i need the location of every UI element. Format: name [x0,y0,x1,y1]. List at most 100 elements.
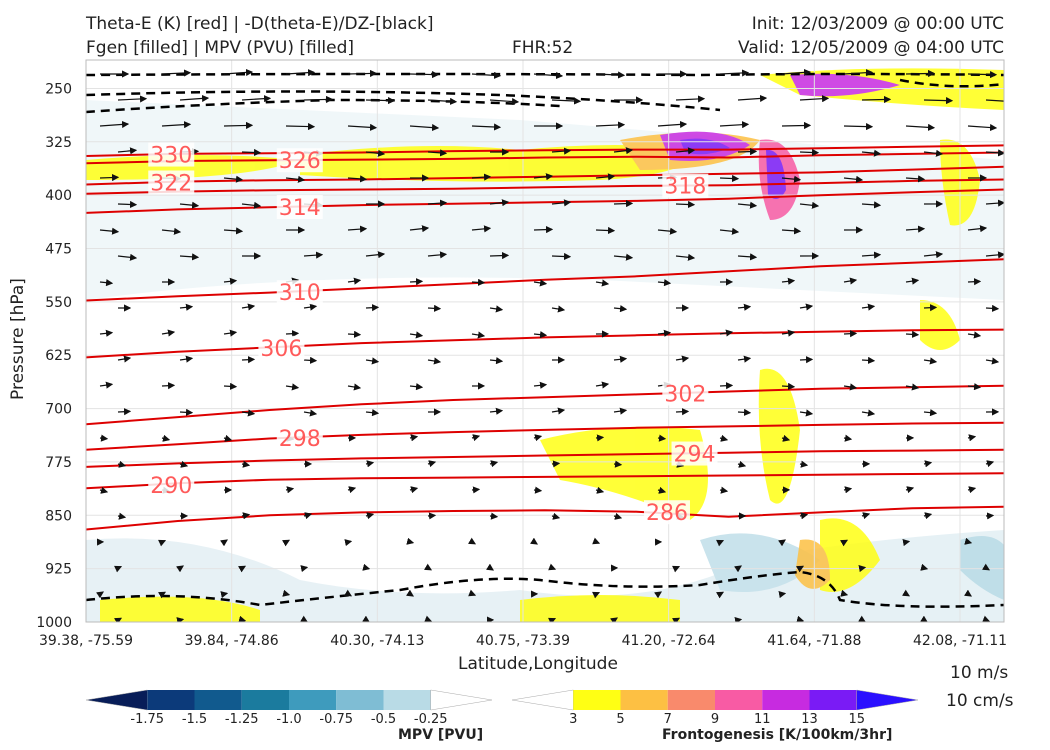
wind-arrow [179,201,200,209]
wind-arrow [799,409,814,417]
fgen-colorbar-color-swatch [856,689,919,711]
theta-e-contour-298 [86,421,1004,451]
wind-arrow [737,147,758,156]
wind-arrow [424,563,433,571]
wind-arrow [551,199,572,207]
wind-arrow [675,408,690,416]
forecast-hour: FHR:52 [512,38,574,58]
wind-arrow [114,565,123,573]
wind-arrow [223,382,238,390]
wind-arrow [99,486,109,494]
wind-arrow [117,512,127,520]
wind-arrow [781,329,796,337]
wind-arrow [533,434,543,442]
wind-arrow [967,486,977,494]
wind-arrow [737,355,752,363]
wind-arrow [675,95,706,103]
mpv-colorbar-color-swatch [85,689,148,711]
wind-arrow [471,278,486,286]
wind-arrow [117,460,127,468]
wind-arrow [613,512,623,520]
wind-arrow [220,539,229,547]
wind-arrow [592,537,601,545]
wind-arrow [985,199,1004,207]
wind-arrow [657,227,678,235]
fgen-colorbar-tick-label: 15 [848,712,865,727]
wind-arrow [781,434,791,442]
wind-arrow [595,434,605,442]
wind-arrow [781,121,812,130]
wind-arrow [117,355,132,363]
wind-arrow [220,591,229,599]
contour-label-322: 322 [150,172,192,197]
fgen-colorbar-color-swatch [511,689,574,711]
wind-arrow [161,69,192,77]
wind-arrow [843,330,858,338]
wind-arrow [223,329,238,337]
fgen-colorbar-color-swatch [573,690,621,710]
wind-arrow [427,97,458,105]
mpv-colorbar-tick-label: -0.5 [371,712,396,727]
wind-arrow [161,227,182,235]
wind-arrow [241,512,251,520]
wind-arrow [533,71,564,80]
wind-arrow [595,486,605,494]
wind-arrow [347,383,362,391]
wind-arrow [223,175,244,183]
wind-arrow [719,174,740,183]
wind-arrow [409,123,440,132]
wind-arrow [161,382,176,390]
wind-arrow [285,330,300,338]
wind-arrow [406,589,415,597]
wind-arrow [548,563,557,571]
wind-arrow [409,486,419,494]
wind-arrow [657,279,672,287]
wind-arrow [158,591,167,599]
chart-title-line2: Fgen [filled] | MPV (PVU) [filled] [86,38,355,58]
wind-arrow [923,512,933,520]
mpv-colorbar-tick-label: -1.25 [225,712,259,727]
wind-arrow [99,329,114,337]
wind-arrow [406,537,415,545]
wind-arrow [471,71,502,79]
y-tick-label: 250 [45,81,72,97]
wind-arrow [158,539,167,547]
wind-key-vertical: 10 cm/s [946,691,1014,711]
wind-arrow [843,122,874,131]
fgen-colorbar-color-swatch [667,690,715,710]
wind-arrow [861,356,876,364]
fgen-colorbar-tick-label: 13 [801,712,818,727]
contour-label-326: 326 [279,149,321,174]
wind-arrow [176,565,185,573]
wind-arrow [843,277,858,285]
contour-label-314: 314 [279,196,321,221]
wind-arrow [347,123,378,131]
wind-arrow [985,357,1000,365]
wind-arrow [427,460,437,468]
wind-arrow [858,615,867,622]
fgen-colorbar-tick-label: 11 [754,712,771,727]
y-tick-label: 1000 [36,615,72,631]
theta-e-contour-326 [86,151,1004,165]
wind-arrow [551,512,561,520]
wind-arrow [489,251,510,260]
wind-arrow [303,303,318,311]
x-tick-label: 42.08, -71.11 [913,633,1007,649]
wind-arrow [533,279,548,287]
wind-arrow [427,357,442,365]
wind-arrow [923,251,944,259]
wind-arrow [905,69,936,78]
contour-label-286: 286 [646,501,688,526]
contour-label-298: 298 [279,427,321,452]
contour-label-bg [276,280,323,305]
wind-arrow [799,512,809,520]
wind-arrow [347,175,368,183]
wind-arrow [737,460,747,468]
x-tick-label: 39.38, -75.59 [39,633,133,649]
wind-arrow [179,303,194,311]
wind-arrow [672,617,681,622]
wind-arrow [796,615,805,622]
contour-label-310: 310 [279,281,321,306]
wind-arrow [843,383,858,391]
wind-arrow [223,68,254,77]
